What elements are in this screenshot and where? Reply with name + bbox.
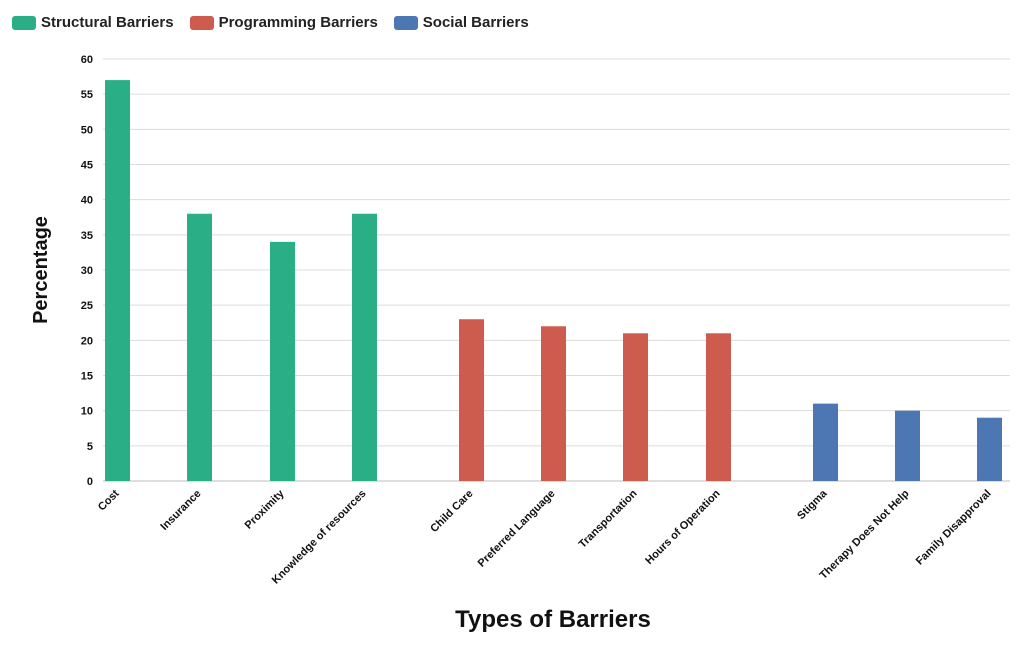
legend-item-programming[interactable]: Programming Barriers [189, 14, 378, 31]
bar[interactable] [895, 410, 920, 481]
y-tick-label: 0 [87, 476, 93, 488]
y-tick-label: 20 [81, 335, 93, 347]
bar[interactable] [105, 80, 130, 481]
bar[interactable] [187, 213, 212, 481]
y-axis-title: Percentage [30, 216, 52, 324]
bar[interactable] [459, 319, 484, 481]
y-tick-label: 5 [87, 441, 93, 453]
legend-swatch-programming [189, 15, 214, 30]
x-tick-label: Transportation [577, 487, 640, 550]
legend-item-structural[interactable]: Structural Barriers [12, 14, 174, 31]
y-tick-label: 15 [81, 371, 93, 383]
bar[interactable] [541, 326, 566, 481]
x-tick-label: Knowledge of resources [270, 488, 369, 587]
x-tick-label: Proximity [243, 487, 288, 532]
legend-label-structural: Structural Barriers [41, 14, 174, 31]
y-tick-label: 30 [81, 265, 93, 277]
legend-item-social[interactable]: Social Barriers [393, 14, 529, 31]
x-tick-label: Therapy Does Not Help [818, 487, 912, 581]
legend-swatch-social [393, 15, 418, 30]
y-tick-label: 50 [81, 124, 93, 136]
x-tick-label: Child Care [428, 488, 475, 535]
x-tick-label: Cost [96, 487, 122, 513]
x-tick-label: Preferred Language [476, 488, 558, 570]
chart-legend: Structural Barriers Programming Barriers… [12, 14, 545, 31]
bar[interactable] [813, 403, 838, 481]
bar[interactable] [270, 241, 295, 481]
y-tick-label: 60 [81, 54, 93, 66]
bar[interactable] [623, 333, 648, 481]
x-tick-label: Insurance [158, 488, 203, 533]
x-tick-label: Family Disapproval [914, 488, 994, 568]
bar[interactable] [352, 213, 377, 481]
bar[interactable] [706, 333, 731, 481]
y-tick-label: 55 [81, 89, 93, 101]
legend-label-programming: Programming Barriers [218, 14, 378, 31]
y-tick-label: 35 [81, 230, 93, 242]
y-tick-label: 10 [81, 406, 93, 418]
x-tick-label: Stigma [795, 487, 830, 522]
x-tick-label: Hours of Operation [643, 487, 723, 567]
y-tick-label: 40 [81, 195, 93, 207]
bar[interactable] [977, 417, 1002, 481]
legend-swatch-structural [12, 15, 36, 30]
y-tick-label: 25 [81, 300, 93, 312]
legend-label-social: Social Barriers [422, 14, 529, 31]
x-axis-title: Types of Barriers [455, 606, 651, 633]
y-tick-label: 45 [81, 160, 93, 172]
